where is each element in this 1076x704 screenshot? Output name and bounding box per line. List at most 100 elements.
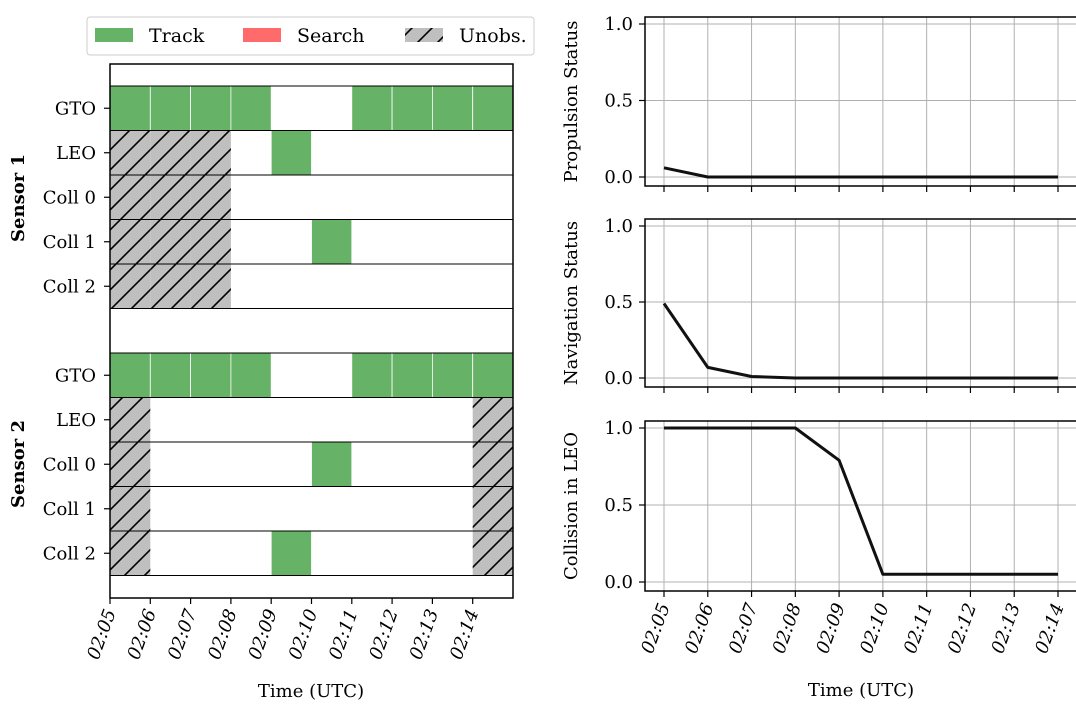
timeline-cells [109, 85, 514, 576]
cell-track [190, 352, 232, 398]
x-tick-label: 02:09 [812, 601, 849, 657]
cell-track [109, 85, 151, 131]
x-tick-label: 02:09 [244, 607, 281, 663]
sensor-2-label: Sensor 2 [8, 420, 29, 508]
cell-unobs [472, 397, 513, 442]
y-tick-label: 0.0 [604, 167, 633, 188]
x-tick-label: 02:08 [204, 607, 241, 663]
cell-track [190, 85, 232, 131]
line-x-axis-label: Time (UTC) [808, 680, 914, 701]
cell-unobs [110, 175, 151, 220]
timeline-x-ticks: 02:05 02:06 02:07 02:08 02:09 02:10 02:11 02:12… [83, 598, 483, 662]
cell-track [351, 352, 393, 398]
status-line-charts: 0.0 0.5 1.0 Propulsion Status 0.0 0.5 1.0 Navig… [561, 14, 1076, 656]
cell-unobs [150, 130, 191, 175]
cell-unobs [110, 130, 151, 175]
x-tick-label: 02:08 [769, 601, 806, 657]
cell-track [311, 441, 353, 487]
legend-swatch-unobs [405, 28, 443, 42]
y-tick-label: 0.5 [604, 292, 633, 313]
cell-track [351, 85, 393, 131]
legend-label-unobs: Unobs. [459, 25, 527, 47]
cell-unobs [110, 486, 151, 531]
legend-label-track: Track [149, 25, 205, 47]
x-tick-label: 02:13 [987, 601, 1024, 657]
cell-track [391, 352, 433, 398]
row-label: GTO [55, 98, 96, 119]
row-label: Coll 2 [43, 276, 96, 297]
x-tick-label: 02:06 [124, 607, 161, 663]
cell-track [270, 130, 312, 176]
x-tick-label: 02:10 [285, 607, 322, 663]
row-label: Coll 2 [43, 543, 96, 564]
timeline-chart: GTO LEO Coll 0 Coll 1 Coll 2 GTO LEO Coll 0 Coll… [8, 63, 514, 702]
row-label: Coll 0 [43, 187, 96, 208]
y-axis-label: Propulsion Status [561, 21, 582, 183]
panel-frame [644, 420, 1076, 592]
cell-unobs [472, 531, 513, 576]
cell-track [431, 85, 474, 131]
line-panel-1: 0.0 0.5 1.0 Navigation Status [561, 216, 1076, 393]
x-tick-label: 02:14 [1031, 601, 1068, 657]
x-tick-label: 02:11 [325, 607, 362, 663]
line-x-ticks: 02:05 02:06 02:07 02:08 02:09 02:10 02:11 02:12… [637, 600, 1068, 656]
legend-frame [86, 16, 535, 56]
cell-unobs [110, 264, 151, 309]
x-tick-label: 02:06 [681, 601, 718, 657]
y-tick-label: 0.5 [604, 91, 633, 112]
cell-unobs [110, 442, 151, 487]
cell-track [311, 219, 353, 265]
panel-frame [644, 218, 1076, 388]
timeline-row-labels: GTO LEO Coll 0 Coll 1 Coll 2 GTO LEO Coll 0 Coll… [43, 98, 110, 564]
row-label: LEO [56, 143, 96, 164]
timeline-x-axis-label: Time (UTC) [258, 681, 364, 702]
row-label: GTO [55, 365, 96, 386]
row-label: Coll 1 [43, 499, 96, 520]
cell-track [270, 530, 312, 576]
cell-unobs [190, 175, 231, 220]
cell-track [431, 352, 474, 398]
y-axis-label: Collision in LEO [561, 432, 582, 580]
cell-unobs [150, 264, 191, 309]
sensor-1-label: Sensor 1 [8, 154, 29, 242]
cell-unobs [472, 486, 513, 531]
cell-unobs [110, 219, 151, 264]
x-tick-label: 02:10 [856, 601, 893, 657]
x-tick-label: 02:13 [406, 607, 443, 663]
cell-track [230, 85, 272, 131]
y-tick-label: 0.0 [604, 368, 633, 389]
cell-track [472, 85, 514, 131]
cell-unobs [472, 442, 513, 487]
series-line [663, 166, 1058, 179]
y-tick-label: 1.0 [604, 216, 633, 237]
y-axis-label: Navigation Status [561, 221, 582, 385]
cell-track [472, 352, 514, 398]
legend-swatch-track [95, 28, 133, 42]
y-tick-label: 0.0 [604, 572, 633, 593]
row-label: Coll 1 [43, 232, 96, 253]
legend-swatch-search [243, 28, 281, 42]
x-tick-label: 02:12 [944, 601, 981, 657]
y-tick-label: 1.0 [604, 418, 633, 439]
cell-track [149, 85, 192, 131]
cell-unobs [110, 397, 151, 442]
cell-track [230, 352, 272, 398]
cell-unobs [150, 175, 191, 220]
x-tick-label: 02:14 [446, 607, 483, 663]
cell-unobs [190, 264, 231, 309]
y-tick-label: 0.5 [604, 495, 633, 516]
cell-unobs [150, 219, 191, 264]
x-tick-label: 02:05 [637, 601, 674, 657]
line-panel-0: 0.0 0.5 1.0 Propulsion Status [561, 14, 1076, 192]
cell-unobs [190, 130, 231, 175]
panel-frame [644, 16, 1076, 187]
x-tick-label: 02:12 [365, 607, 402, 663]
cell-unobs [110, 531, 151, 576]
x-tick-label: 02:11 [900, 601, 937, 657]
x-tick-label: 02:05 [83, 607, 120, 663]
cell-track [109, 352, 151, 398]
cell-unobs [190, 219, 231, 264]
x-tick-label: 02:07 [725, 600, 763, 656]
series-line [664, 426, 1058, 576]
